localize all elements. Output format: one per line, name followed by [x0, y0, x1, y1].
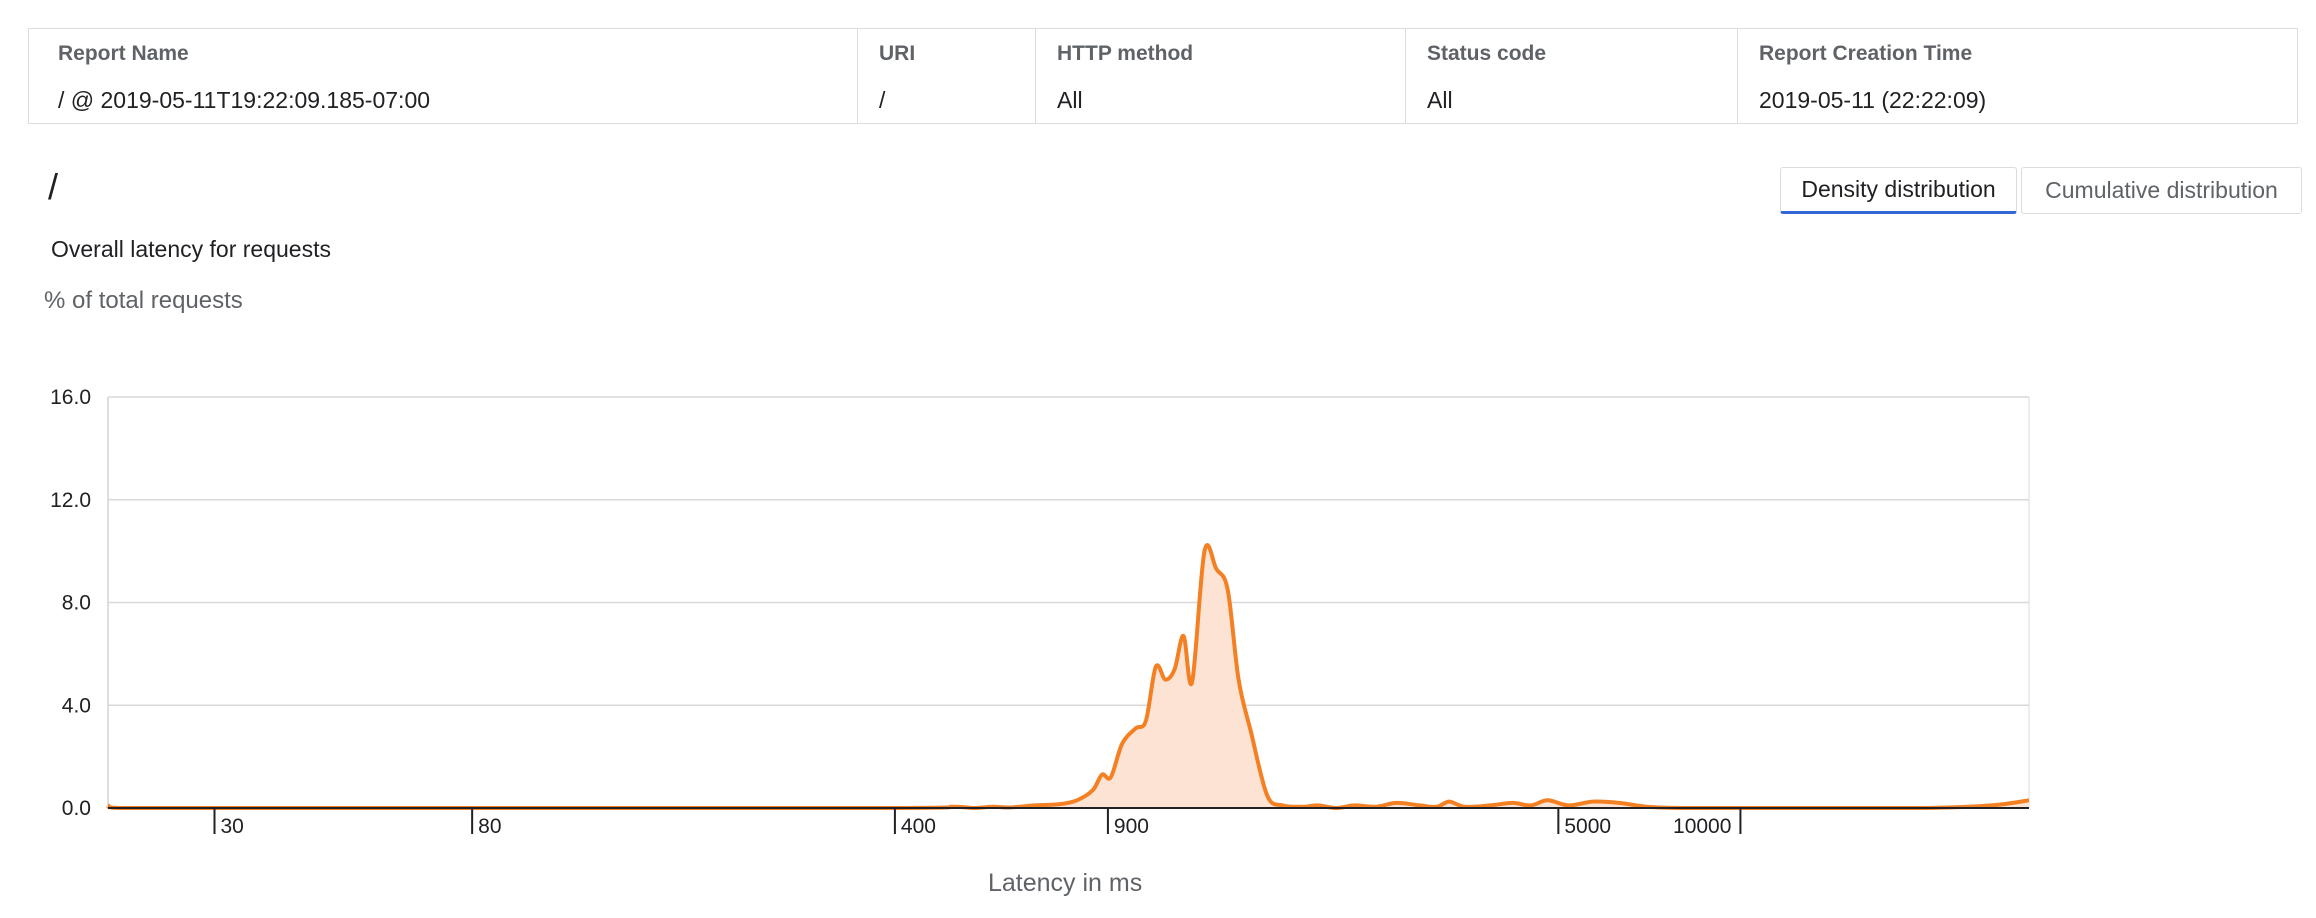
status-code-header: Status code — [1427, 42, 1547, 65]
report-creation-time-column: Report Creation Time 2019-05-11 (22:22:0… — [1737, 29, 2297, 123]
y-tick-label: 16.0 — [50, 386, 91, 409]
y-tick-label: 4.0 — [62, 694, 91, 717]
status-code-value: All — [1427, 87, 1453, 113]
distribution-toggle: Density distribution Cumulative distribu… — [1780, 167, 2302, 214]
http-method-header: HTTP method — [1057, 42, 1194, 65]
report-info-table: Report Name / @ 2019-05-11T19:22:09.185-… — [28, 28, 2298, 124]
x-tick-label: 80 — [478, 815, 501, 838]
uri-value: / — [879, 87, 886, 113]
uri-column: URI / — [857, 29, 1035, 123]
x-tick-label: 900 — [1114, 815, 1149, 838]
x-tick-label: 30 — [221, 815, 244, 838]
page-title: / — [48, 166, 59, 207]
x-tick-label: 5000 — [1564, 815, 1611, 838]
density-area — [108, 545, 2029, 808]
density-distribution-button[interactable]: Density distribution — [1780, 167, 2017, 214]
http-method-value: All — [1057, 87, 1083, 113]
x-axis-label: Latency in ms — [988, 869, 1143, 897]
y-axis-label: % of total requests — [44, 287, 243, 314]
cumulative-distribution-button[interactable]: Cumulative distribution — [2021, 167, 2302, 214]
density-line — [106, 543, 2030, 811]
report-creation-time-header: Report Creation Time — [1759, 42, 1973, 65]
status-code-column: Status code All — [1405, 29, 1737, 123]
y-tick-label: 12.0 — [50, 489, 91, 512]
chart-subtitle: Overall latency for requests — [51, 236, 331, 262]
x-tick-label: 400 — [901, 815, 936, 838]
report-creation-time-value: 2019-05-11 (22:22:09) — [1759, 87, 1987, 113]
x-tick-label: 10000 — [1673, 815, 1731, 838]
http-method-column: HTTP method All — [1035, 29, 1405, 123]
report-name-value: / @ 2019-05-11T19:22:09.185-07:00 — [58, 87, 431, 113]
y-tick-label: 8.0 — [62, 592, 91, 615]
report-name-column: Report Name / @ 2019-05-11T19:22:09.185-… — [29, 29, 857, 123]
y-tick-label: 0.0 — [62, 797, 91, 820]
report-name-header: Report Name — [58, 42, 189, 65]
uri-header: URI — [879, 42, 916, 65]
